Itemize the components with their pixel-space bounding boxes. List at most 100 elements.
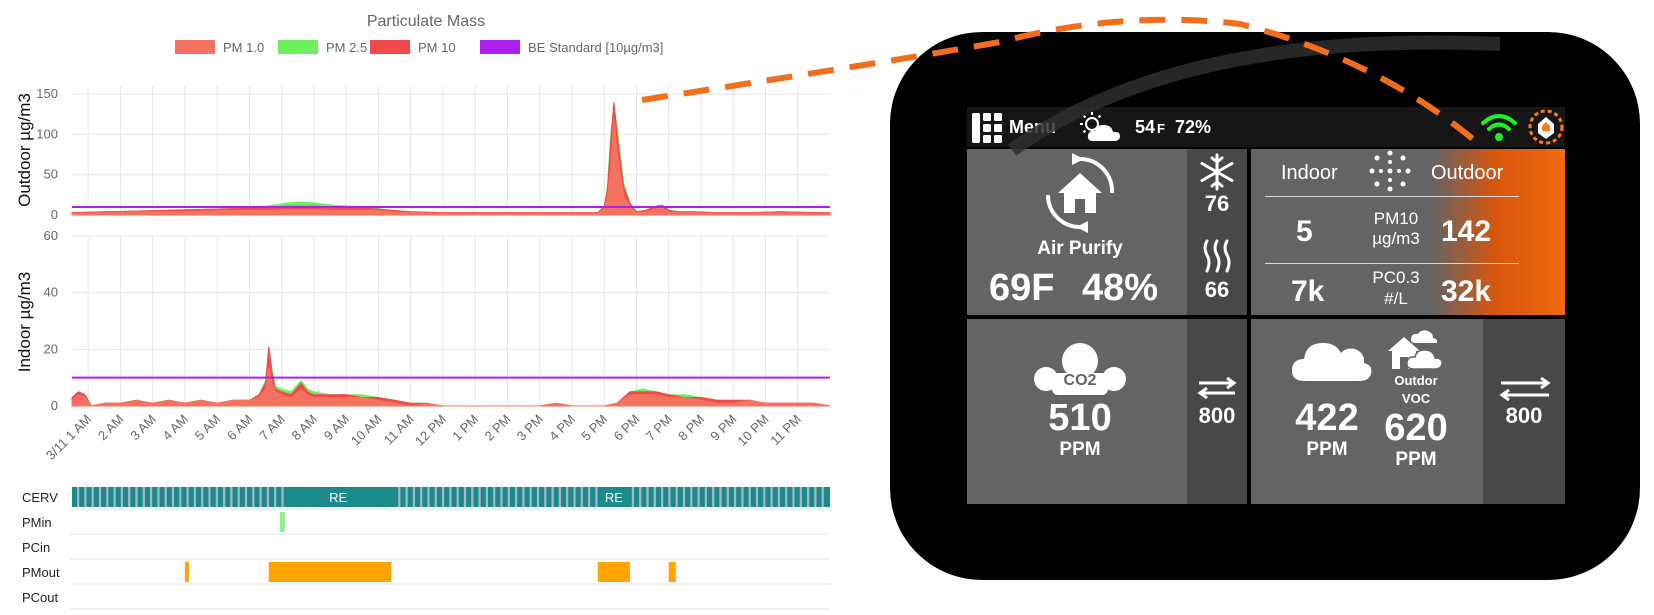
outdoor-temp-unit: F [1157,121,1165,136]
status-stripe [522,487,525,507]
air-quality-panel[interactable]: Indoor Outdoor 5 PM10 µg/m3 142 7k PC0.3… [1251,149,1565,315]
status-stripe [748,487,751,507]
status-stripe [821,487,824,507]
status-stripe [580,487,583,507]
status-stripe [171,487,175,507]
outdoor-voc-value: 620 [1384,407,1448,449]
status-stripe [734,487,737,507]
status-stripe [536,487,540,507]
pm-indoor-value: 5 [1296,215,1313,248]
status-segment [597,562,631,582]
series-area-pm-10 [71,102,831,216]
legend-swatch [175,40,215,54]
status-stripe [639,487,642,507]
pc-outdoor-value: 32k [1441,275,1492,308]
status-stripe [478,487,481,507]
y-tick-label: 20 [44,341,58,356]
x-tick-label: 8 PM [675,412,707,444]
status-stripe [208,487,211,507]
purify-panel[interactable]: Air Purify 69F 48% [967,149,1187,315]
status-stripe [777,487,780,507]
status-stripe [763,487,766,507]
aq-divider-top [1265,196,1519,197]
series-area-pm-1-0 [71,366,831,407]
status-row-label: CERV [22,490,58,505]
particulate-mass-chart: Particulate Mass PM 1.0 PM 2.5 PM 10 BE Sta… [15,13,831,610]
co2-molecule-icon [1034,343,1126,395]
status-stripe [792,487,795,507]
x-tick-label: 4 AM [159,412,191,444]
status-stripe [98,487,102,507]
status-stripe [755,487,759,507]
legend: PM 1.0 PM 2.5 PM 10 BE Standard [10µg/m3] [175,40,663,55]
status-stripe [573,487,576,507]
aq-divider-bottom [1265,263,1519,264]
legend-label: PM 1.0 [223,40,264,55]
purify-label: Air Purify [1037,238,1123,259]
exchange-arrows-icon [1197,377,1237,399]
indoor-humidity: 48% [1082,267,1159,309]
status-row-pcout: PCout [22,590,830,610]
house-cloud-icon [1388,330,1443,370]
status-stripe [84,487,87,507]
legend-item[interactable]: PM 1.0 [175,40,264,55]
legend-item[interactable]: PM 10 [370,40,456,55]
legend-swatch [370,40,410,54]
voc-setpoint-panel[interactable]: 800 [1483,319,1565,504]
status-stripe [515,487,518,507]
outdoor-voc-label-2: VOC [1401,391,1431,406]
outdoor-label: Outdoor [1431,162,1504,184]
co2-setpoint: 800 [1198,403,1236,428]
home-shield-icon[interactable] [1528,109,1564,145]
wifi-icon[interactable] [1480,111,1518,143]
status-stripe [785,487,788,507]
status-stripe [668,487,671,507]
voc-panel[interactable]: VOC 422 PPM Outdor VOC 620 PPM [1251,319,1483,504]
legend-label: PM 10 [418,40,456,55]
screen-header: Menu 54 F 72% [967,107,1565,147]
series-area-pm-2-5 [71,106,831,216]
status-row-label: PCout [22,590,59,605]
pm-unit: µg/m3 [1372,229,1420,248]
voc-label: VOC [1310,365,1352,386]
status-row-pmout: PMout [22,562,830,585]
legend-item[interactable]: PM 2.5 [278,40,367,55]
legend-label: BE Standard [10µg/m3] [528,40,663,55]
exchange-arrows-icon [1499,377,1551,401]
indoor-panel: 0 20 40 60 Indoor µg/m3 [15,228,831,413]
co2-panel[interactable]: CO2 510 PPM [967,319,1187,504]
status-stripe [434,487,437,507]
status-stripe [595,487,598,507]
legend-item[interactable]: BE Standard [10µg/m3] [480,40,663,55]
status-stripe [427,487,430,507]
status-stripe [266,487,269,507]
status-stripe [588,487,591,507]
status-stripe [726,487,729,507]
x-tick-label: 1 PM [449,412,481,444]
status-stripe [150,487,153,507]
co2-setpoint-panel[interactable]: 800 [1187,319,1247,504]
status-stripe [682,487,686,507]
status-stripe [697,487,700,507]
purify-setpoints[interactable]: 76 66 [1187,149,1247,315]
pc-indoor-value: 7k [1291,275,1325,308]
series-area-pm-1-0 [71,118,831,216]
voc-setpoint: 800 [1505,403,1543,428]
outdoor-humidity: 72% [1175,117,1212,137]
y-tick-label: 40 [44,285,58,300]
status-stripe [259,487,262,507]
status-stripe [449,487,452,507]
status-stripe [661,487,664,507]
menu-grid-icon[interactable] [972,113,1004,143]
voc-value: 422 [1295,397,1359,439]
y-tick-label: 0 [51,207,58,222]
status-stripe [252,487,255,507]
menu-label[interactable]: Menu [1009,117,1056,137]
status-stripe [398,487,401,507]
x-tick-label: 11 AM [381,412,417,448]
x-tick-label: 6 PM [611,412,643,444]
status-stripe [164,487,167,507]
legend-swatch [278,40,318,54]
status-stripe [712,487,715,507]
status-stripe [405,487,408,507]
